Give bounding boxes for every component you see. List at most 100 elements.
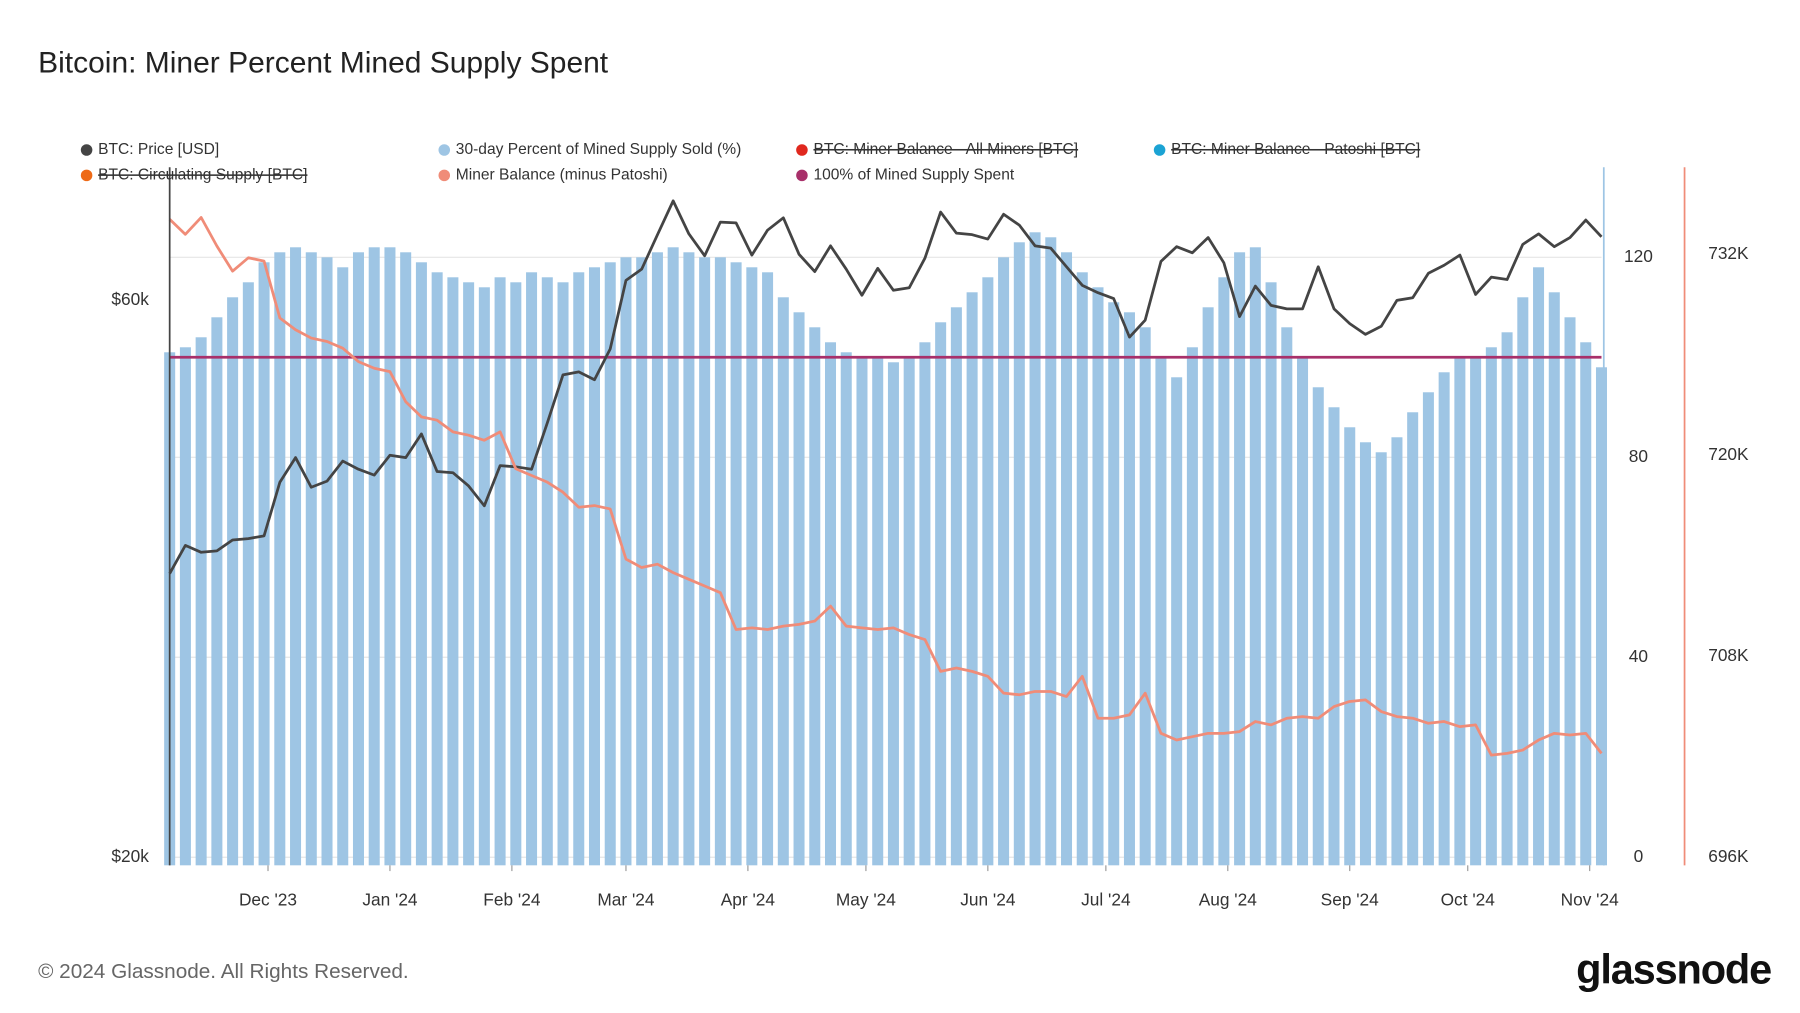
y3-tick-label: 732K [1708, 243, 1749, 263]
x-tick-label: Jun '24 [960, 890, 1016, 910]
bar [777, 297, 789, 866]
bar [1359, 442, 1371, 866]
bar [1485, 347, 1497, 866]
legend-label[interactable]: BTC: Miner Balance - Patoshi [BTC] [1171, 141, 1420, 158]
bar [463, 282, 475, 866]
bar [699, 257, 711, 866]
bar [714, 257, 726, 866]
bar [1328, 407, 1340, 866]
bar [982, 277, 994, 866]
bar [1454, 357, 1466, 866]
x-tick-label: Oct '24 [1441, 890, 1496, 910]
bar [966, 292, 978, 866]
legend-marker [1153, 144, 1166, 156]
bar [667, 247, 679, 866]
bar [1234, 252, 1246, 866]
legend-marker [438, 169, 451, 182]
bar [809, 327, 821, 866]
bar [321, 257, 333, 866]
brand-logo: glassnode [1576, 946, 1771, 993]
x-tick-label: Dec '23 [239, 890, 297, 910]
y3-tick-label: 720K [1708, 444, 1749, 464]
bar [478, 287, 490, 866]
bar [1407, 412, 1419, 866]
bar [573, 272, 585, 866]
bar [211, 317, 223, 866]
y-tick-label: $20k [111, 846, 149, 866]
bar [1061, 252, 1073, 866]
bar [636, 257, 648, 866]
bar [793, 312, 805, 866]
bar [1092, 287, 1104, 866]
bar [1438, 372, 1450, 866]
x-tick-label: Jul '24 [1081, 890, 1131, 910]
legend-marker [796, 169, 808, 182]
bar [746, 267, 758, 866]
bar [368, 247, 380, 866]
bar [1375, 452, 1387, 866]
line [168, 216, 1603, 757]
legend-marker [80, 169, 93, 182]
bar [919, 342, 931, 866]
bar [431, 272, 443, 866]
bar [1218, 277, 1230, 866]
bar [588, 267, 601, 866]
legend-label: 100% of Mined Supply Spent [813, 166, 1014, 183]
bar [1029, 232, 1041, 866]
legend-marker [438, 144, 451, 156]
y3-tick-label: 708K [1708, 645, 1749, 665]
bar [1186, 347, 1198, 866]
bar [352, 252, 364, 866]
bar [1580, 342, 1592, 866]
bar [825, 342, 837, 866]
bar [1139, 327, 1151, 866]
legend-label: 30-day Percent of Mined Supply Sold (%) [456, 141, 741, 158]
x-tick-label: Sep '24 [1321, 890, 1380, 910]
bar [950, 307, 962, 866]
bar [1548, 292, 1560, 866]
legend-marker [80, 144, 93, 156]
bar [1470, 357, 1482, 866]
bar [1422, 392, 1434, 866]
legend-label[interactable]: BTC: Circulating Supply [BTC] [98, 166, 307, 183]
y3-tick-label: 696K [1708, 846, 1749, 866]
bar [1045, 237, 1057, 866]
bar [1595, 367, 1607, 866]
bar [1171, 377, 1183, 866]
chart-title: Bitcoin: Miner Percent Mined Supply Spen… [38, 47, 609, 80]
bar [305, 252, 317, 866]
copyright: © 2024 Glassnode. All Rights Reserved. [38, 960, 409, 983]
bar [1249, 247, 1261, 866]
bar [510, 282, 522, 866]
bar [337, 267, 349, 866]
bar [1281, 327, 1293, 866]
bar [651, 252, 663, 866]
bar [1297, 357, 1309, 866]
line [168, 199, 1603, 575]
bar [730, 262, 742, 866]
bar [1123, 312, 1135, 866]
bar [195, 337, 207, 866]
bar [1391, 437, 1403, 866]
y2-tick-label: 120 [1624, 246, 1653, 266]
x-tick-label: Mar '24 [597, 890, 655, 910]
x-tick-label: Apr '24 [721, 890, 776, 910]
x-tick-label: Jan '24 [362, 890, 418, 910]
y2-tick-label: 40 [1629, 646, 1648, 666]
legend-label: BTC: Price [USD] [98, 141, 219, 158]
bar [227, 297, 239, 866]
bar [887, 362, 899, 866]
bar [400, 252, 412, 866]
bar [526, 272, 538, 866]
bar [998, 257, 1010, 866]
bar [856, 357, 868, 866]
bar [620, 257, 632, 866]
x-tick-label: Aug '24 [1199, 890, 1258, 910]
bar [447, 277, 459, 866]
legend-label: Miner Balance (minus Patoshi) [456, 166, 668, 183]
legend-label[interactable]: BTC: Miner Balance - All Miners [BTC] [813, 141, 1078, 158]
bar [604, 262, 616, 866]
bar [290, 247, 302, 866]
bar [384, 247, 396, 866]
